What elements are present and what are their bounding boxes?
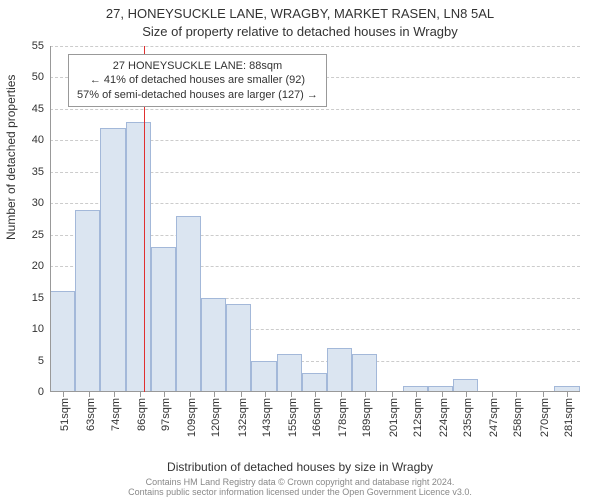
y-tick-label: 15 [20, 292, 44, 304]
annotation-line3: 57% of semi-detached houses are larger (… [77, 88, 318, 102]
x-tick-label: 155sqm [291, 359, 303, 398]
x-tick-label: 63sqm [89, 365, 101, 398]
y-tick-label: 30 [20, 197, 44, 209]
y-tick-label: 5 [20, 355, 44, 367]
x-tick-label: 166sqm [315, 359, 327, 398]
x-tick-label: 235sqm [466, 359, 478, 398]
histogram-bar [126, 122, 151, 393]
x-axis-label: Distribution of detached houses by size … [0, 460, 600, 474]
grid-line [50, 46, 580, 47]
x-tick-label: 281sqm [567, 359, 579, 398]
y-tick-label: 40 [20, 134, 44, 146]
y-tick-label: 0 [20, 386, 44, 398]
chart-container: 27, HONEYSUCKLE LANE, WRAGBY, MARKET RAS… [0, 0, 600, 500]
x-tick-label: 97sqm [164, 365, 176, 398]
footnote: Contains HM Land Registry data © Crown c… [0, 478, 600, 498]
x-tick-label: 74sqm [114, 365, 126, 398]
histogram-bar [100, 128, 125, 392]
chart-title-sub: Size of property relative to detached ho… [0, 24, 600, 39]
grid-line [50, 109, 580, 110]
x-tick-label: 132sqm [241, 359, 253, 398]
x-tick-label: 86sqm [140, 365, 152, 398]
x-tick-label: 258sqm [516, 359, 528, 398]
footnote-line2: Contains public sector information licen… [128, 487, 472, 497]
y-tick-label: 50 [20, 71, 44, 83]
chart-title-main: 27, HONEYSUCKLE LANE, WRAGBY, MARKET RAS… [0, 6, 600, 21]
annotation-line1: 27 HONEYSUCKLE LANE: 88sqm [77, 59, 318, 73]
x-tick-label: 120sqm [214, 359, 226, 398]
x-tick-label: 247sqm [492, 359, 504, 398]
x-tick-label: 51sqm [63, 365, 75, 398]
y-axis-line [50, 46, 51, 392]
x-tick-label: 212sqm [416, 359, 428, 398]
annotation-line2: ← 41% of detached houses are smaller (92… [77, 73, 318, 87]
x-tick-label: 270sqm [543, 359, 555, 398]
x-tick-label: 224sqm [442, 359, 454, 398]
y-axis-label: Number of detached properties [4, 75, 18, 240]
x-tick-label: 189sqm [365, 359, 377, 398]
x-tick-label: 143sqm [265, 359, 277, 398]
x-tick-label: 109sqm [190, 359, 202, 398]
y-tick-label: 35 [20, 166, 44, 178]
y-tick-label: 20 [20, 260, 44, 272]
y-tick-label: 55 [20, 40, 44, 52]
annotation-box: 27 HONEYSUCKLE LANE: 88sqm ← 41% of deta… [68, 54, 327, 107]
y-tick-label: 45 [20, 103, 44, 115]
y-tick-label: 10 [20, 323, 44, 335]
footnote-line1: Contains HM Land Registry data © Crown c… [146, 477, 455, 487]
x-tick-label: 178sqm [341, 359, 353, 398]
y-tick-label: 25 [20, 229, 44, 241]
x-tick-label: 201sqm [392, 359, 404, 398]
